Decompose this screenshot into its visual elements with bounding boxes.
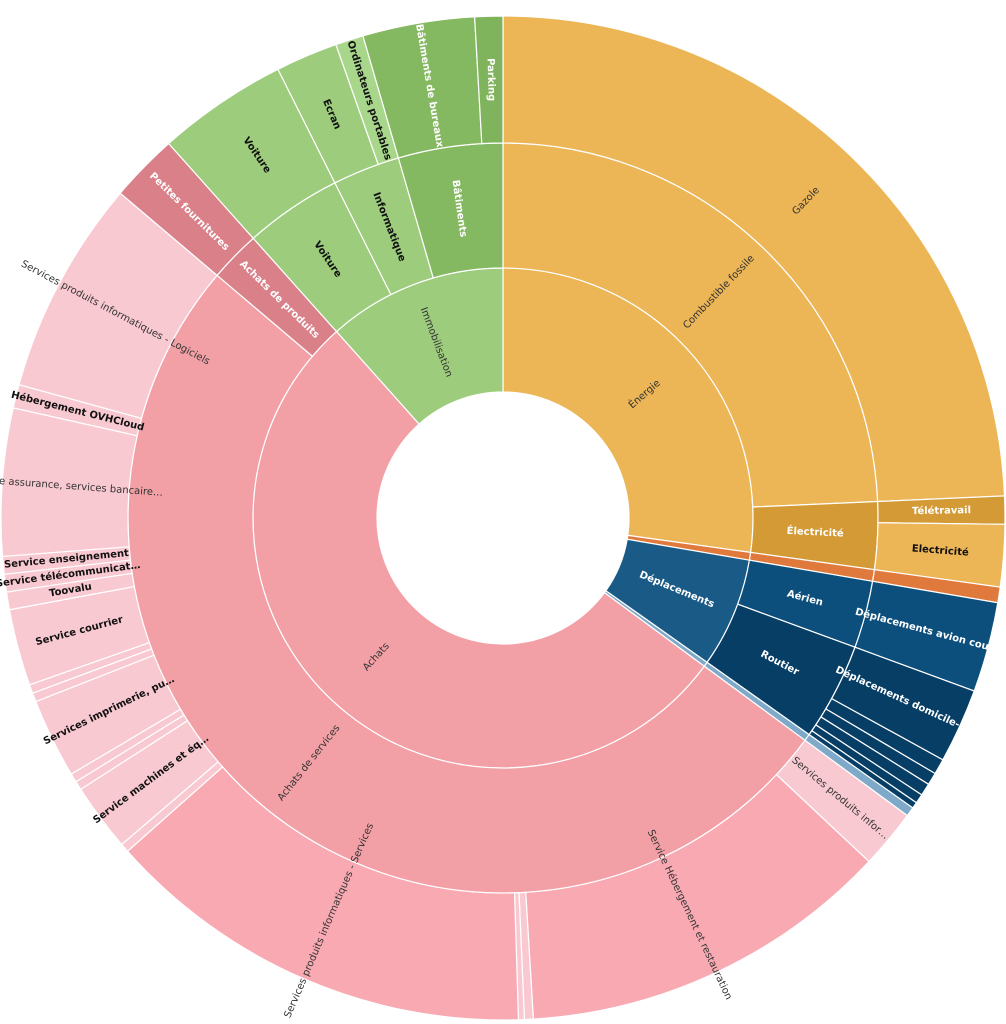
sunburst-segment-teletravail-level-3[interactable] <box>877 495 1006 525</box>
sunburst-segment-parking-level-3[interactable] <box>473 15 504 145</box>
sunburst-segment-gazole-level-3[interactable] <box>502 15 1006 503</box>
